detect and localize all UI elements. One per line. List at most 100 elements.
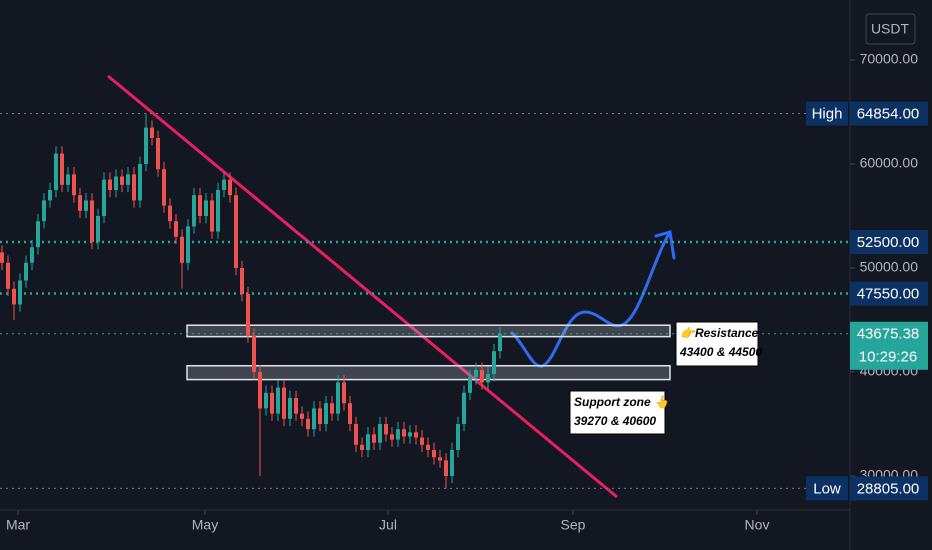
candle-body xyxy=(126,174,130,185)
x-tick-label: Sep xyxy=(561,517,586,533)
candle-body xyxy=(420,437,424,445)
forecast-path xyxy=(510,230,672,368)
price-label-name: Low xyxy=(813,480,841,497)
candle-body xyxy=(18,280,22,305)
candle-body xyxy=(234,195,238,268)
y-tick-label: 70000.00 xyxy=(860,51,919,67)
candle-body xyxy=(492,351,496,375)
candle-body xyxy=(48,190,52,201)
candle-body xyxy=(372,434,376,443)
price-label-name: High xyxy=(812,105,843,122)
price-label: 28805.00 xyxy=(857,480,920,497)
candle-body xyxy=(114,176,118,191)
candle-body xyxy=(192,195,196,227)
price-label-box xyxy=(850,281,928,306)
candle-body xyxy=(354,423,358,445)
forecast-arrowhead xyxy=(654,230,676,260)
candle-body xyxy=(390,434,394,440)
candle-body xyxy=(252,335,256,372)
candle-body xyxy=(456,423,460,450)
candle-body xyxy=(240,267,244,294)
candle-body xyxy=(288,397,292,419)
zone xyxy=(186,365,671,381)
candle-body xyxy=(156,138,160,170)
candle-body xyxy=(444,460,448,476)
candle-body xyxy=(498,333,502,352)
candle-body xyxy=(270,392,274,414)
candle-body xyxy=(72,174,76,196)
candle-body xyxy=(42,200,46,222)
candle-body xyxy=(336,382,340,414)
price-label-box xyxy=(850,476,928,501)
currency-box xyxy=(865,13,916,45)
candle-body xyxy=(282,387,286,419)
annotation-box xyxy=(675,321,759,367)
candle-body xyxy=(462,392,466,424)
candle-body xyxy=(0,252,4,263)
candle-body xyxy=(486,374,490,383)
candle-body xyxy=(162,169,166,206)
candle-body xyxy=(300,413,304,419)
annotation-text: 43400 & 44500 xyxy=(679,345,762,359)
candle-body xyxy=(432,449,436,458)
candle-body xyxy=(84,200,88,211)
candle-body xyxy=(366,434,370,450)
candle-body xyxy=(132,174,136,201)
candle-body xyxy=(468,377,472,393)
candle-body xyxy=(102,179,106,217)
candle-body xyxy=(438,457,442,461)
price-label-box xyxy=(850,101,928,126)
candle-body xyxy=(120,176,124,185)
candle-body xyxy=(402,429,406,437)
candle-body xyxy=(174,221,178,237)
candle-body xyxy=(318,408,322,424)
candle-body xyxy=(78,195,82,211)
candle-body xyxy=(216,190,220,232)
candle-body xyxy=(6,262,10,289)
candle-body xyxy=(294,397,298,414)
annotation-text: 39270 & 40600 xyxy=(574,414,656,428)
candle-body xyxy=(12,288,16,305)
annotation-box xyxy=(569,390,666,435)
candle-body xyxy=(228,179,232,196)
candle-body xyxy=(36,221,40,248)
candle-body xyxy=(342,382,346,404)
candle-body xyxy=(210,200,214,232)
candle-body xyxy=(324,403,328,424)
y-tick-label: 50000.00 xyxy=(860,259,919,275)
candle-body xyxy=(450,449,454,476)
candle-body xyxy=(198,195,202,217)
candle-body xyxy=(168,205,172,222)
candle-body xyxy=(54,153,58,191)
trendline xyxy=(107,74,618,499)
candle-body xyxy=(360,444,364,450)
candle-body xyxy=(60,153,64,185)
candle-body xyxy=(30,247,34,263)
candle-body xyxy=(90,200,94,243)
y-tick-label: 60000.00 xyxy=(860,155,919,171)
candle-body xyxy=(384,423,388,435)
candle-body xyxy=(330,403,334,414)
candle-body xyxy=(108,179,112,191)
candle-body xyxy=(150,127,154,139)
currency: USDT xyxy=(871,21,910,37)
candle-body xyxy=(474,369,478,378)
candle-body xyxy=(378,423,382,443)
x-tick-label: Nov xyxy=(745,517,770,533)
candle-body xyxy=(348,403,352,424)
last-price: 43675.38 xyxy=(857,326,920,343)
candle-body xyxy=(186,226,190,263)
annotation-text: Support zone 👆 xyxy=(574,395,670,409)
price-label: 47550.00 xyxy=(857,285,920,302)
candle-body xyxy=(204,200,208,217)
candle-body xyxy=(66,174,70,185)
price-label: 52500.00 xyxy=(857,234,920,251)
annotation-text: 👉Resistance xyxy=(680,326,759,340)
candle-body xyxy=(222,179,226,191)
price-label-name-box xyxy=(806,476,848,501)
price-label-name-box xyxy=(806,101,848,126)
candle-body xyxy=(426,444,430,450)
price-label-box xyxy=(850,230,928,255)
